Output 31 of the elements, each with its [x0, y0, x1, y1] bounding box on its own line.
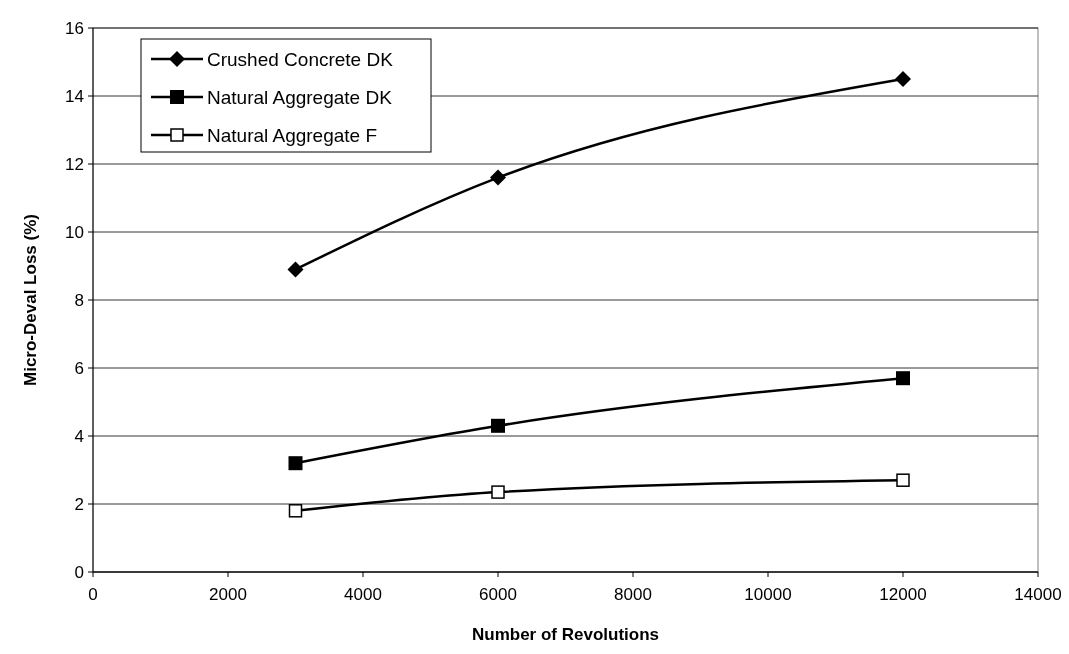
x-tick-label: 8000	[614, 585, 652, 604]
x-tick-label: 12000	[879, 585, 927, 604]
x-axis-title: Number of Revolutions	[471, 625, 660, 644]
point	[287, 261, 304, 278]
point	[896, 473, 910, 487]
y-tick-label: 12	[65, 154, 84, 174]
x-tick-label: 10000	[744, 585, 792, 604]
legend-label: Natural Aggregate DK	[207, 86, 393, 108]
y-tick-label: 16	[65, 18, 84, 38]
y-tick-label: 6	[74, 358, 84, 378]
legend-label: Natural Aggregate F	[207, 124, 378, 146]
x-tick-label: 14000	[1014, 585, 1062, 604]
legend-label: Crushed Concrete DK	[207, 48, 394, 70]
y-tick-label: 8	[74, 290, 84, 310]
x-tick-label: 4000	[344, 585, 382, 604]
x-tick-label: 2000	[209, 585, 247, 604]
x-tick-label: 6000	[479, 585, 517, 604]
point	[491, 485, 505, 499]
y-tick-label: 10	[65, 222, 84, 242]
y-tick-label: 14	[65, 86, 84, 106]
point	[288, 504, 303, 518]
point	[895, 71, 911, 87]
point	[896, 371, 910, 386]
x-tick-label: 0	[88, 585, 98, 604]
y-tick-label: 4	[74, 426, 84, 446]
point	[288, 456, 303, 471]
y-tick-label: 0	[74, 562, 84, 582]
point	[490, 169, 506, 186]
point	[491, 418, 505, 433]
y-tick-label: 2	[74, 494, 84, 514]
y-axis-title: Micro-Deval Loss (%)	[21, 214, 40, 386]
